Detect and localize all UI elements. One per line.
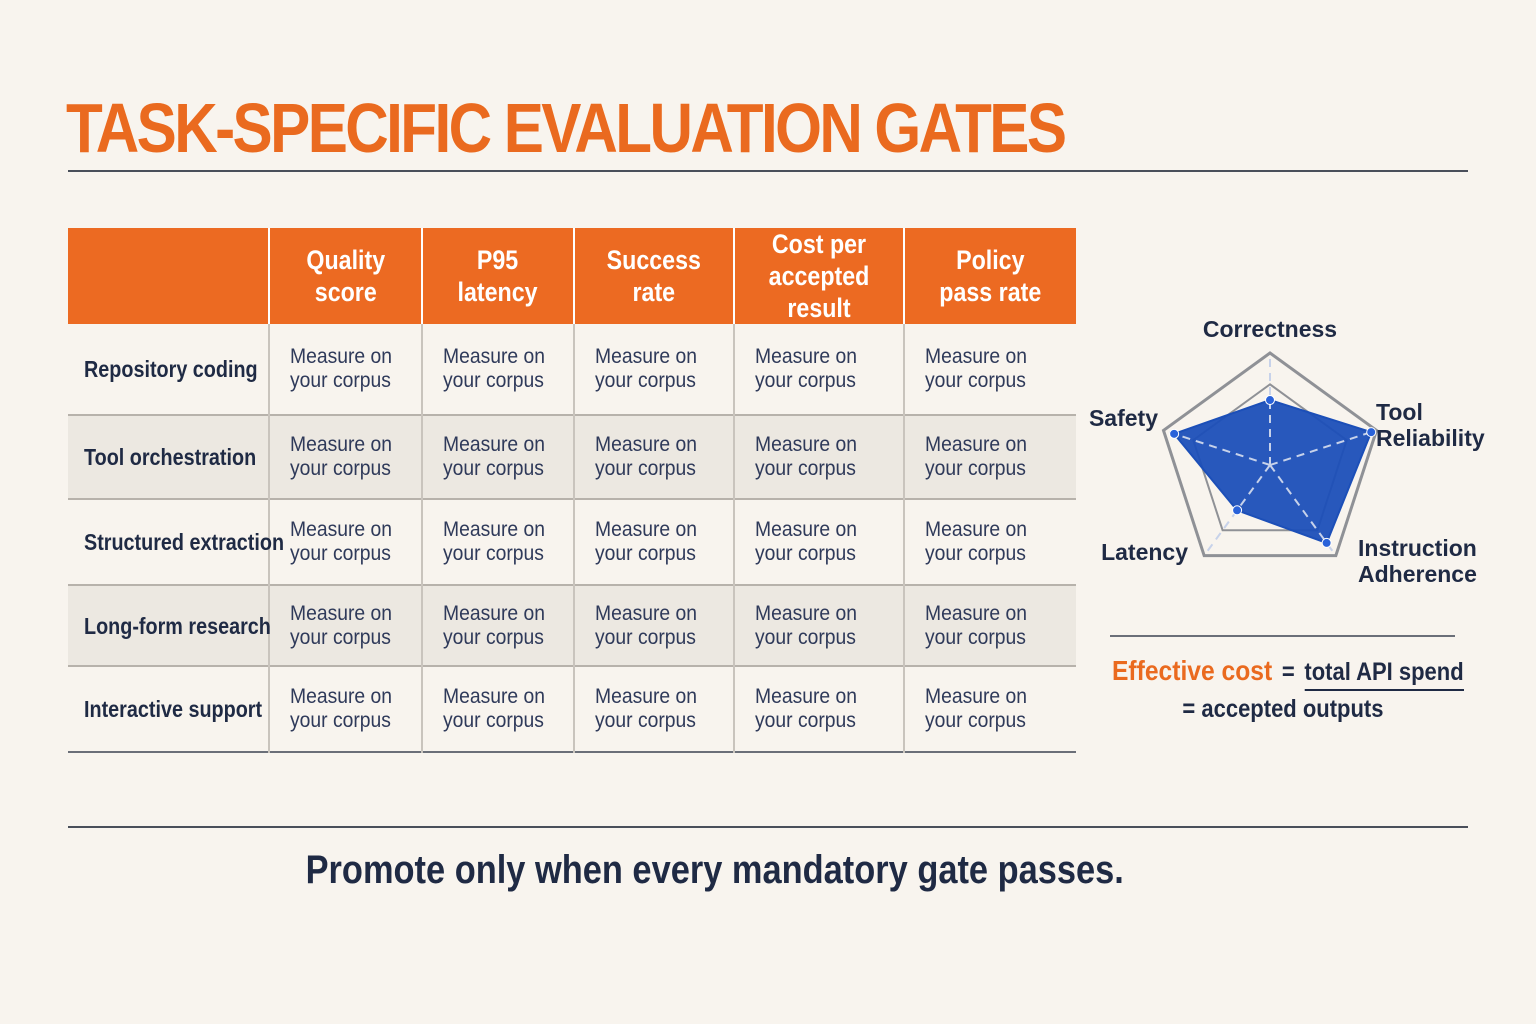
effective-cost-formula: Effective cost = total API spend = accep… [1112,655,1472,724]
row-label: Tool orchestration [84,444,257,470]
table-cell: Measure on your corpus [903,324,1076,415]
evaluation-gates-table: Quality score P95 latency Success rate C… [68,228,1076,753]
table-cell: Measure on your corpus [573,324,734,415]
radar-axis-label: Tool Reliability [1376,399,1485,451]
table-cell: Measure on your corpus [421,415,574,499]
row-label: Long-form research [84,612,271,639]
radar-data-point [1169,428,1180,439]
table-cell: Measure on your corpus [573,666,734,752]
table-cell: Measure on your corpus [733,585,904,666]
radar-axis-line [1269,464,1337,557]
table-cell: Measure on your corpus [421,666,574,752]
radar-axis-label: Latency [1101,539,1188,565]
radar-data-point [1366,427,1377,438]
table-row: Repository coding Measure on your corpus… [68,324,1076,415]
table-cell: Measure on your corpus [268,499,422,585]
table-cell: Measure on your corpus [573,499,734,585]
radar-grid-ring [1161,351,1379,558]
row-label: Repository coding [84,356,258,382]
table-cell: Measure on your corpus [733,499,904,585]
footer-divider [68,826,1468,828]
table-header-row: Quality score P95 latency Success rate C… [68,228,1076,324]
title-divider [68,170,1468,172]
row-label: Interactive support [84,696,263,722]
formula-label: Effective cost [1112,655,1273,686]
radar-axis-label: Instruction Adherence [1358,535,1477,587]
table-row: Structured extraction Measure on your co… [68,499,1076,585]
radar-axis-label: Correctness [1203,316,1337,342]
column-header: P95 latency [421,228,574,324]
table-cell: Measure on your corpus [903,499,1076,585]
formula-divider [1110,635,1455,637]
formula-denominator: = accepted outputs [1182,695,1384,723]
radar-axis-line [1269,429,1377,466]
table-cell: Measure on your corpus [903,415,1076,499]
table-cell: Measure on your corpus [421,585,574,666]
table-cell: Measure on your corpus [268,415,422,499]
header-corner [68,228,269,324]
radar-data-point [1265,395,1275,406]
radar-axis-label: Safety [1089,405,1158,431]
radar-chart: Correctness Tool Reliability Instruction Adh… [1089,316,1485,587]
radar-data-point [1232,505,1243,516]
column-header: Cost per accepted result [733,228,904,324]
table-row: Tool orchestration Measure on your corpu… [68,415,1076,499]
table-cell: Measure on your corpus [573,415,734,499]
column-header: Quality score [268,228,422,324]
row-label: Structured extraction [84,529,285,555]
table-cell: Measure on your corpus [268,324,422,415]
table-row: Interactive support Measure on your corp… [68,666,1076,752]
table-cell: Measure on your corpus [733,666,904,752]
table-cell: Measure on your corpus [903,666,1076,752]
radar-data-area [1172,398,1373,545]
formula-numerator: total API spend [1304,658,1464,691]
table-row: Long-form research Measure on your corpu… [68,585,1076,666]
table-cell: Measure on your corpus [268,666,422,752]
table-cell: Measure on your corpus [573,585,734,666]
page-title: TASK-SPECIFIC EVALUATION GATES [66,89,1067,167]
formula-operator: = [1281,658,1295,686]
table-cell: Measure on your corpus [268,585,422,666]
radar-axis-line [1163,429,1271,466]
table-cell: Measure on your corpus [421,324,574,415]
footer-message: Promote only when every mandatory gate p… [305,848,1125,892]
radar-data-point [1321,537,1332,548]
table-cell: Measure on your corpus [903,585,1076,666]
column-header: Policy pass rate [903,228,1076,324]
column-header: Success rate [573,228,734,324]
table-cell: Measure on your corpus [733,415,904,499]
table-cell: Measure on your corpus [733,324,904,415]
table-cell: Measure on your corpus [421,499,574,585]
